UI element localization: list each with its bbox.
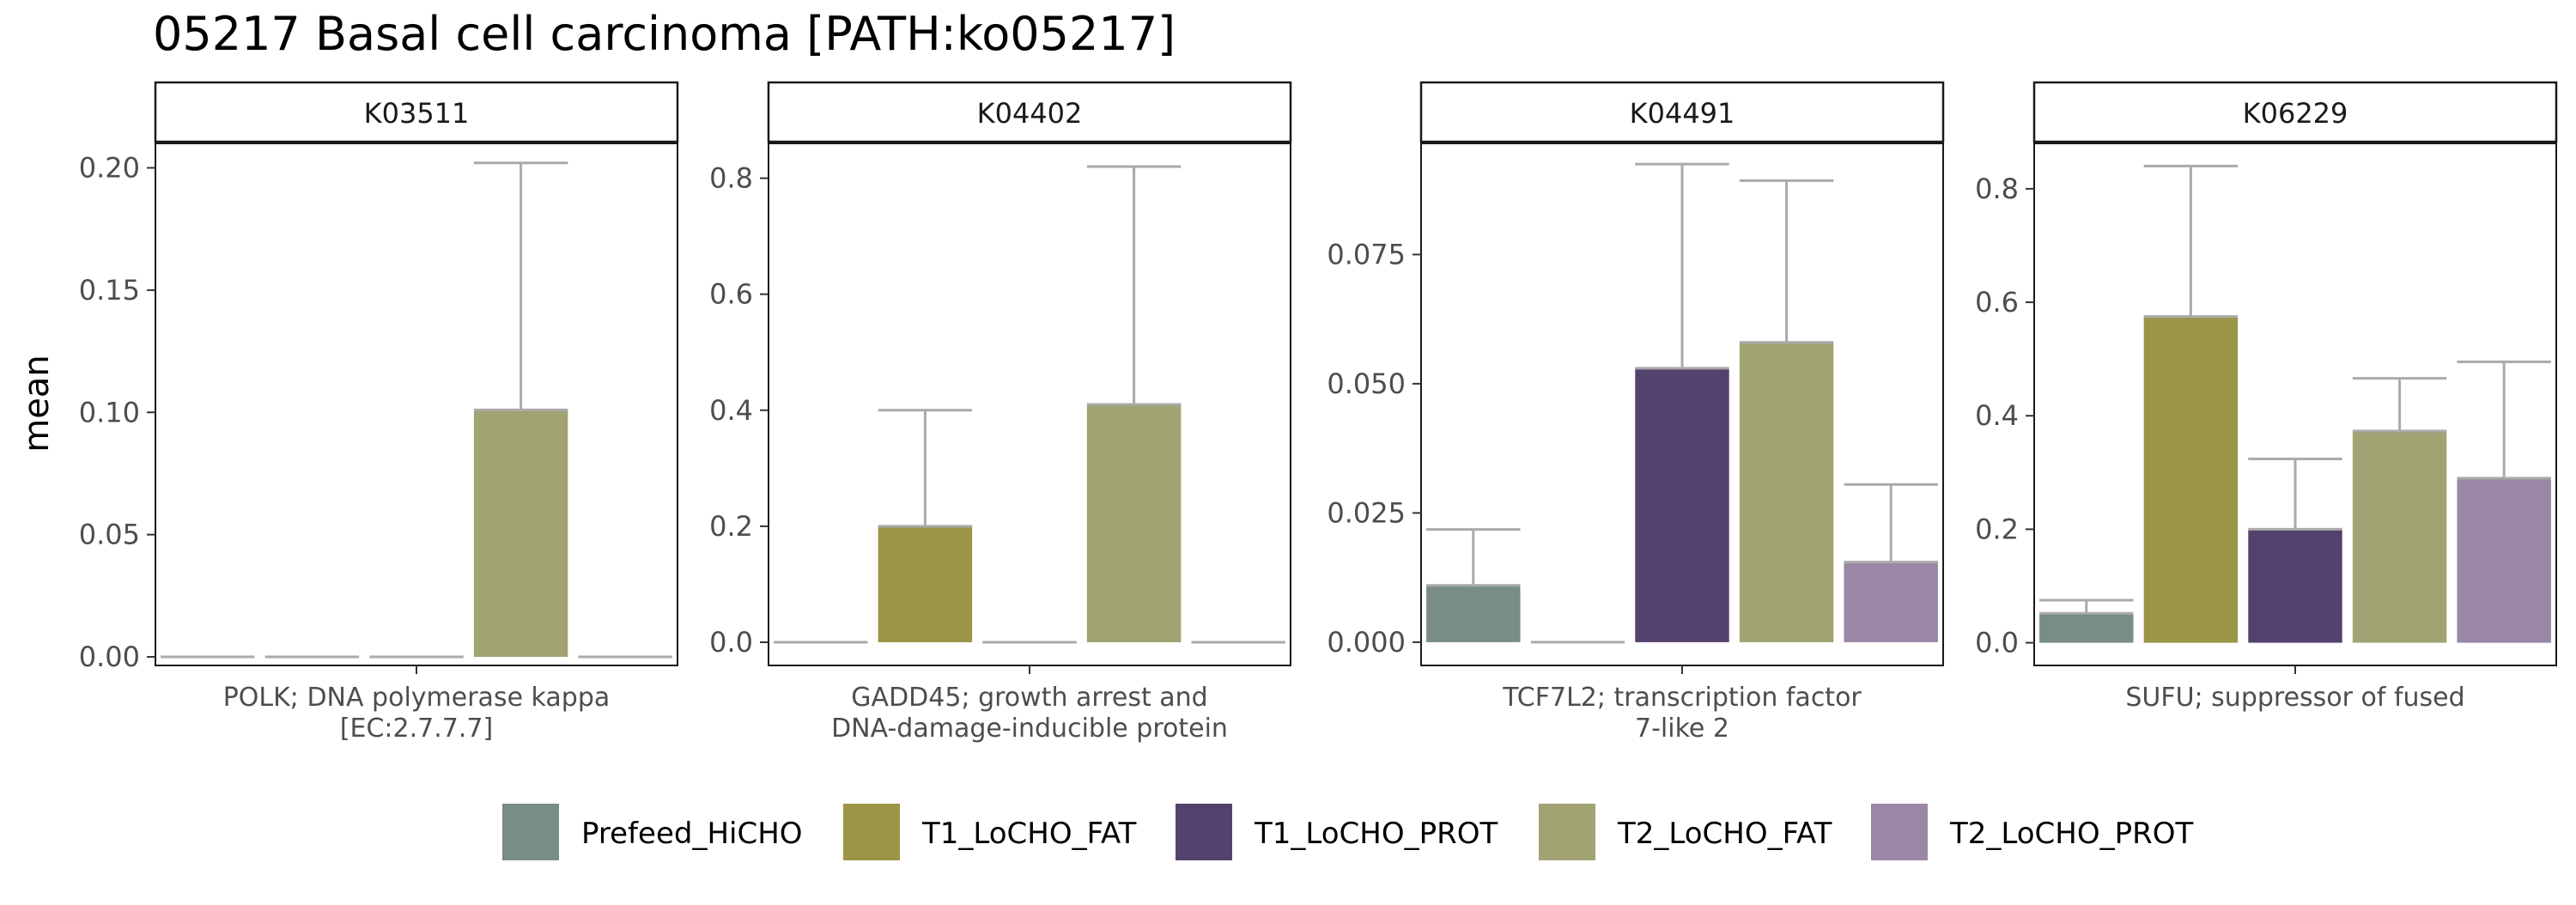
y-tick-label: 0.10 [79,396,140,428]
y-tick-label: 0.000 [1327,626,1406,659]
x-category-label: POLK; DNA polymerase kappa [223,683,611,713]
y-tick-label: 0.05 [79,519,140,551]
y-tick-label: 0.0 [709,626,753,659]
y-axis-label: mean [17,355,57,452]
facet-strip-box [1419,81,1945,143]
bar-T2_LoCHO_FAT [1739,342,1834,642]
facet-strip-label: K06229 [2243,97,2348,130]
bar-T1_LoCHO_PROT [1635,367,1729,642]
y-tick-label: 0.4 [709,394,753,427]
y-tick-label: 0.6 [709,278,753,311]
legend-label: T1_LoCHO_PROT [1254,817,1498,851]
facet-strip-label: K04491 [1630,97,1735,130]
legend-key [1871,804,1928,860]
facet-strip-box [2032,81,2558,143]
legend-label: T2_LoCHO_PROT [1949,817,2194,851]
bar-T1_LoCHO_FAT [878,525,973,642]
x-category-label: 7-like 2 [1635,714,1729,744]
y-tick-label: 0.6 [1975,286,2019,319]
x-category-label: GADD45; growth arrest and [851,683,1207,713]
y-tick-label: 0.075 [1327,238,1406,270]
legend-key [502,804,559,860]
y-tick-label: 0.8 [709,162,753,195]
facet-strip-box [767,81,1292,143]
bar-T2_LoCHO_FAT [2352,431,2447,643]
x-category-label: TCF7L2; transcription factor [1502,683,1862,713]
legend-key [843,804,900,860]
chart-title: 05217 Basal cell carcinoma [PATH:ko05217… [153,7,1176,61]
legend-label: T2_LoCHO_FAT [1617,817,1832,851]
bar-T1_LoCHO_FAT [2143,316,2239,643]
bar-T1_LoCHO_PROT [2248,529,2342,643]
bar-T2_LoCHO_PROT [2457,477,2551,643]
bar-T2_LoCHO_FAT [473,410,568,658]
bar-Prefeed_HiCHO [2039,613,2134,643]
y-tick-label: 0.20 [79,151,140,184]
legend-key [1176,804,1232,860]
y-tick-label: 0.050 [1327,367,1406,400]
legend-key [1539,804,1595,860]
y-tick-label: 0.025 [1327,496,1406,529]
facet-strip-label: K03511 [364,97,470,130]
legend-label: T1_LoCHO_FAT [921,817,1137,851]
y-tick-label: 0.2 [709,510,753,543]
y-tick-label: 0.4 [1975,399,2019,432]
bar-T2_LoCHO_FAT [1086,404,1182,642]
panel-background [769,143,1291,665]
y-tick-label: 0.15 [79,274,140,307]
facet-strip-box [154,81,679,143]
y-tick-label: 0.0 [1975,627,2019,659]
y-tick-label: 0.8 [1975,173,2019,205]
facet-strip-label: K04402 [977,97,1083,130]
bar-Prefeed_HiCHO [1426,585,1521,642]
x-category-label: SUFU; suppressor of fused [2125,683,2464,713]
legend-label: Prefeed_HiCHO [581,817,803,851]
x-category-label: DNA-damage-inducible protein [831,714,1228,744]
y-tick-label: 0.2 [1975,513,2019,545]
x-category-label: [EC:2.7.7.7] [340,714,493,744]
bar-T2_LoCHO_PROT [1844,562,1938,642]
panel-background [155,143,677,665]
y-tick-label: 0.00 [79,641,140,673]
